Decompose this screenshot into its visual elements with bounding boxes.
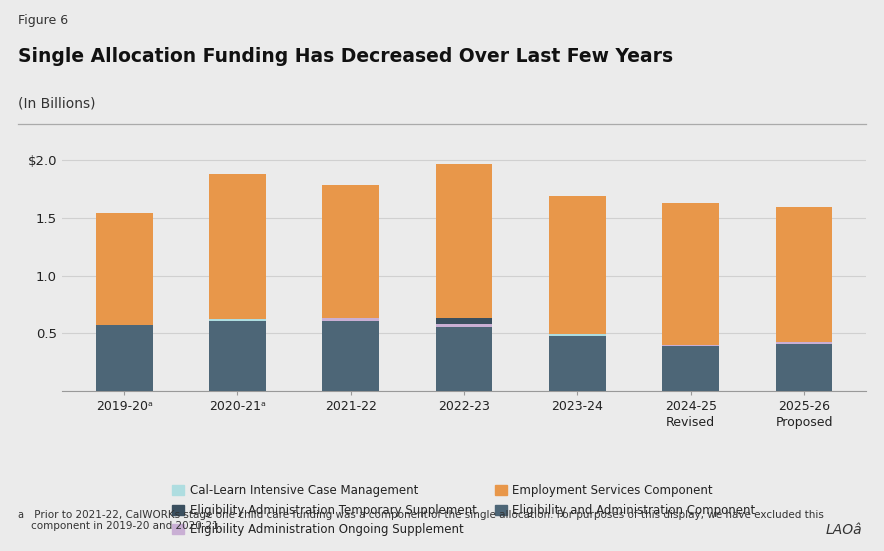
Bar xyxy=(549,196,606,334)
Bar xyxy=(775,342,833,344)
Text: Prior to 2021-22, CalWORKs stage one child care funding was a component of the s: Prior to 2021-22, CalWORKs stage one chi… xyxy=(31,510,824,531)
Text: (In Billions): (In Billions) xyxy=(18,96,95,110)
Bar xyxy=(210,318,266,321)
Bar xyxy=(323,185,379,318)
Bar xyxy=(323,318,379,321)
Bar xyxy=(95,213,153,325)
Legend: Cal-Learn Intensive Case Management, Eligibility Administration Temporary Supple: Cal-Learn Intensive Case Management, Eli… xyxy=(172,484,756,536)
Bar xyxy=(210,174,266,318)
Bar xyxy=(549,336,606,391)
Bar xyxy=(775,344,833,391)
Bar xyxy=(775,207,833,342)
Bar xyxy=(323,321,379,391)
Bar xyxy=(662,345,719,391)
Bar xyxy=(662,203,719,345)
Bar xyxy=(436,323,492,327)
Text: Figure 6: Figure 6 xyxy=(18,14,68,27)
Text: a: a xyxy=(18,510,24,520)
Bar xyxy=(549,334,606,336)
Bar xyxy=(210,321,266,391)
Bar xyxy=(436,164,492,318)
Bar xyxy=(436,327,492,391)
Bar xyxy=(95,325,153,391)
Text: LAOâ: LAOâ xyxy=(826,523,862,537)
Text: Single Allocation Funding Has Decreased Over Last Few Years: Single Allocation Funding Has Decreased … xyxy=(18,47,673,66)
Bar xyxy=(436,318,492,323)
